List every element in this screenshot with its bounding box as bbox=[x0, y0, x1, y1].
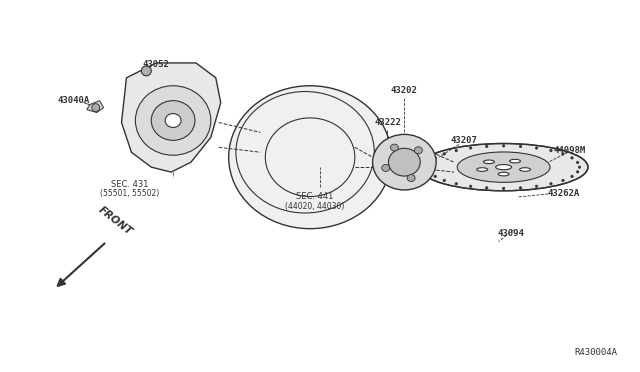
Ellipse shape bbox=[381, 164, 390, 171]
Circle shape bbox=[536, 147, 538, 149]
Text: SEC. 441: SEC. 441 bbox=[296, 192, 333, 201]
Circle shape bbox=[579, 166, 580, 169]
Ellipse shape bbox=[390, 144, 399, 151]
Text: SEC. 431: SEC. 431 bbox=[111, 180, 148, 189]
Text: 43094: 43094 bbox=[497, 229, 524, 238]
Circle shape bbox=[455, 183, 458, 185]
Ellipse shape bbox=[520, 168, 531, 171]
Circle shape bbox=[486, 145, 488, 148]
Ellipse shape bbox=[495, 164, 511, 170]
Circle shape bbox=[92, 104, 100, 112]
Circle shape bbox=[536, 185, 538, 187]
Ellipse shape bbox=[407, 174, 415, 182]
Polygon shape bbox=[122, 63, 221, 172]
Circle shape bbox=[502, 187, 505, 190]
Ellipse shape bbox=[498, 172, 509, 176]
Circle shape bbox=[434, 157, 436, 159]
Ellipse shape bbox=[477, 168, 488, 171]
Circle shape bbox=[562, 179, 564, 182]
Circle shape bbox=[571, 157, 573, 159]
Ellipse shape bbox=[415, 147, 422, 154]
Text: 43202: 43202 bbox=[391, 86, 418, 95]
Text: (55501, 55502): (55501, 55502) bbox=[100, 189, 159, 198]
Circle shape bbox=[443, 153, 445, 155]
Circle shape bbox=[455, 149, 458, 152]
Text: 43052: 43052 bbox=[143, 60, 170, 70]
Text: 44098M: 44098M bbox=[554, 146, 586, 155]
Ellipse shape bbox=[165, 113, 181, 128]
Text: FRONT: FRONT bbox=[97, 204, 134, 237]
Circle shape bbox=[502, 145, 505, 147]
Ellipse shape bbox=[228, 86, 392, 229]
Polygon shape bbox=[87, 101, 104, 113]
Text: 43207: 43207 bbox=[451, 136, 477, 145]
Ellipse shape bbox=[372, 134, 436, 190]
Circle shape bbox=[434, 175, 436, 177]
Ellipse shape bbox=[388, 148, 420, 176]
Circle shape bbox=[141, 66, 151, 76]
Ellipse shape bbox=[151, 101, 195, 140]
Ellipse shape bbox=[483, 160, 495, 164]
Text: (44020, 44030): (44020, 44030) bbox=[285, 202, 345, 211]
Circle shape bbox=[550, 183, 552, 185]
Text: 43262A: 43262A bbox=[547, 189, 579, 198]
Circle shape bbox=[571, 175, 573, 177]
Circle shape bbox=[562, 153, 564, 155]
Ellipse shape bbox=[457, 152, 550, 182]
Circle shape bbox=[550, 149, 552, 152]
Circle shape bbox=[428, 161, 431, 164]
Circle shape bbox=[519, 187, 522, 189]
Ellipse shape bbox=[509, 159, 520, 163]
Text: 43222: 43222 bbox=[374, 118, 401, 127]
Circle shape bbox=[443, 179, 445, 182]
Text: 43040A: 43040A bbox=[58, 96, 90, 105]
Circle shape bbox=[470, 147, 472, 149]
Circle shape bbox=[426, 166, 429, 169]
Ellipse shape bbox=[136, 86, 211, 155]
Circle shape bbox=[486, 187, 488, 189]
Circle shape bbox=[577, 161, 579, 164]
Circle shape bbox=[519, 145, 522, 148]
Text: R430004A: R430004A bbox=[575, 348, 618, 357]
Circle shape bbox=[428, 171, 431, 173]
Circle shape bbox=[577, 171, 579, 173]
Ellipse shape bbox=[419, 144, 588, 191]
Circle shape bbox=[470, 185, 472, 187]
